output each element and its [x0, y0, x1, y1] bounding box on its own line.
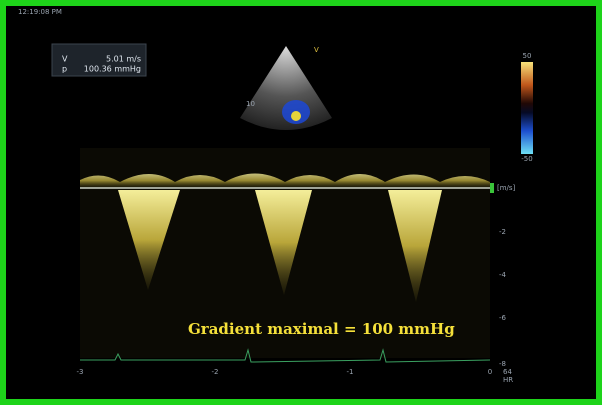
velocity-unit: [m/s] [497, 184, 516, 192]
depth-label: 10 [246, 100, 255, 108]
color-bar [521, 62, 533, 154]
annotation: Gradient maximal = 100 mmHg [188, 320, 455, 338]
color-scale-bottom: -50 [521, 155, 532, 163]
time-tick: -1 [347, 368, 354, 376]
velocity-tick: -6 [499, 314, 507, 322]
measure-value: 100.36 mmHg [84, 65, 141, 74]
heart-rate-label: HR [503, 376, 513, 384]
baseline-marker [490, 183, 494, 193]
time-tick: 0 [488, 368, 492, 376]
time-tick: -2 [212, 368, 219, 376]
measure-label: p [62, 65, 67, 74]
velocity-tick: -4 [499, 271, 507, 279]
heart-rate: 64 [503, 368, 512, 376]
sector-marker: V [314, 46, 319, 54]
clock: 12:19:08 PM [18, 8, 62, 16]
time-tick: -3 [77, 368, 84, 376]
velocity-tick: -2 [499, 228, 506, 236]
color-flow [291, 111, 301, 121]
velocity-tick: -8 [499, 360, 506, 368]
measure-value: 5.01 m/s [106, 55, 141, 64]
color-scale-top: 50 [523, 52, 532, 60]
ultrasound-screen: 12:19:08 PM V 5.01 m/s p 100.36 mmHg V 1… [0, 0, 602, 405]
measure-label: V [62, 55, 68, 64]
